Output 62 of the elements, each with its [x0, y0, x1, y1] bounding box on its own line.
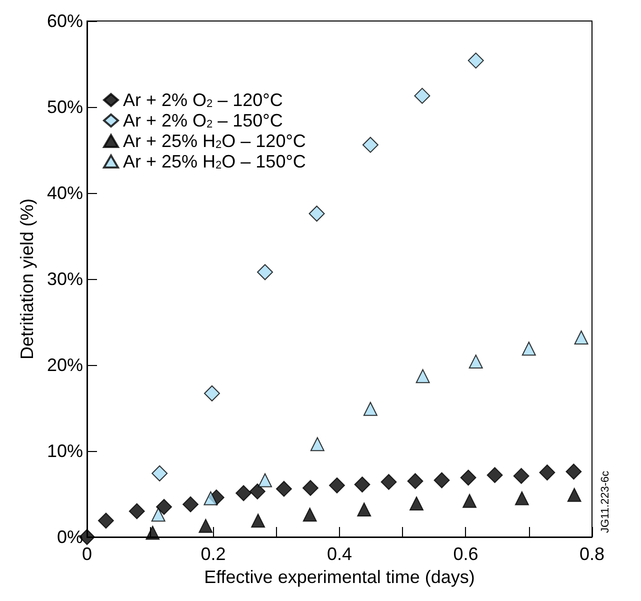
point — [204, 385, 220, 402]
point — [98, 512, 114, 529]
point — [486, 467, 503, 484]
x-axis-title: Effective experimental time (days) — [204, 566, 475, 587]
point — [462, 494, 477, 508]
point — [414, 88, 430, 104]
y-tick-label: 20% — [46, 355, 83, 375]
x-tick-label: 0.4 — [326, 544, 352, 564]
y-tick-label: 0% — [56, 527, 83, 547]
point — [236, 485, 252, 502]
text: JG11.223-6c — [600, 470, 612, 533]
y-tick-label: 40% — [46, 183, 83, 203]
point — [151, 508, 166, 522]
point — [128, 503, 145, 520]
point — [302, 508, 317, 522]
point — [410, 496, 424, 510]
point — [310, 437, 324, 452]
point — [146, 526, 160, 540]
legend-label: Ar + 25% H2O – 150°C — [123, 152, 306, 172]
point — [468, 354, 483, 369]
point — [251, 514, 266, 528]
x-tick-label: 0 — [82, 544, 92, 564]
point — [302, 480, 318, 496]
point — [204, 491, 218, 506]
point — [407, 473, 424, 490]
y-tick-label: 50% — [46, 97, 83, 117]
point — [357, 502, 372, 516]
x-tick-label: 0.6 — [453, 544, 478, 564]
y-tick-label: 10% — [46, 441, 83, 461]
point — [380, 474, 397, 490]
point — [513, 468, 530, 484]
point — [416, 369, 430, 384]
legend-label: Ar + 25% H2O – 120°C — [123, 131, 306, 151]
point — [308, 206, 325, 222]
point — [514, 491, 529, 506]
point — [182, 496, 199, 512]
point — [574, 330, 588, 344]
point — [276, 480, 292, 497]
point — [460, 470, 476, 486]
point — [522, 342, 536, 356]
point — [258, 473, 272, 488]
point — [249, 483, 266, 500]
point — [363, 402, 378, 416]
y-axis-title: Detritiation yield (%) — [17, 198, 38, 360]
point — [257, 264, 274, 280]
point — [362, 136, 378, 153]
point — [566, 464, 582, 480]
x-tick-label: 0.8 — [579, 544, 605, 564]
point — [567, 488, 582, 502]
y-tick-label: 30% — [46, 269, 83, 289]
x-tick-label: 0.2 — [200, 544, 226, 564]
y-tick-label: 60% — [46, 11, 83, 31]
point — [354, 476, 370, 493]
point — [152, 465, 168, 482]
point — [156, 498, 172, 515]
point — [328, 477, 345, 494]
point — [434, 472, 450, 488]
point — [468, 52, 484, 69]
point — [539, 464, 556, 480]
legend-label: Ar + 2% O2 – 120°C — [123, 90, 283, 110]
point — [198, 518, 213, 533]
legend-label: Ar + 2% O2 – 150°C — [123, 110, 283, 130]
